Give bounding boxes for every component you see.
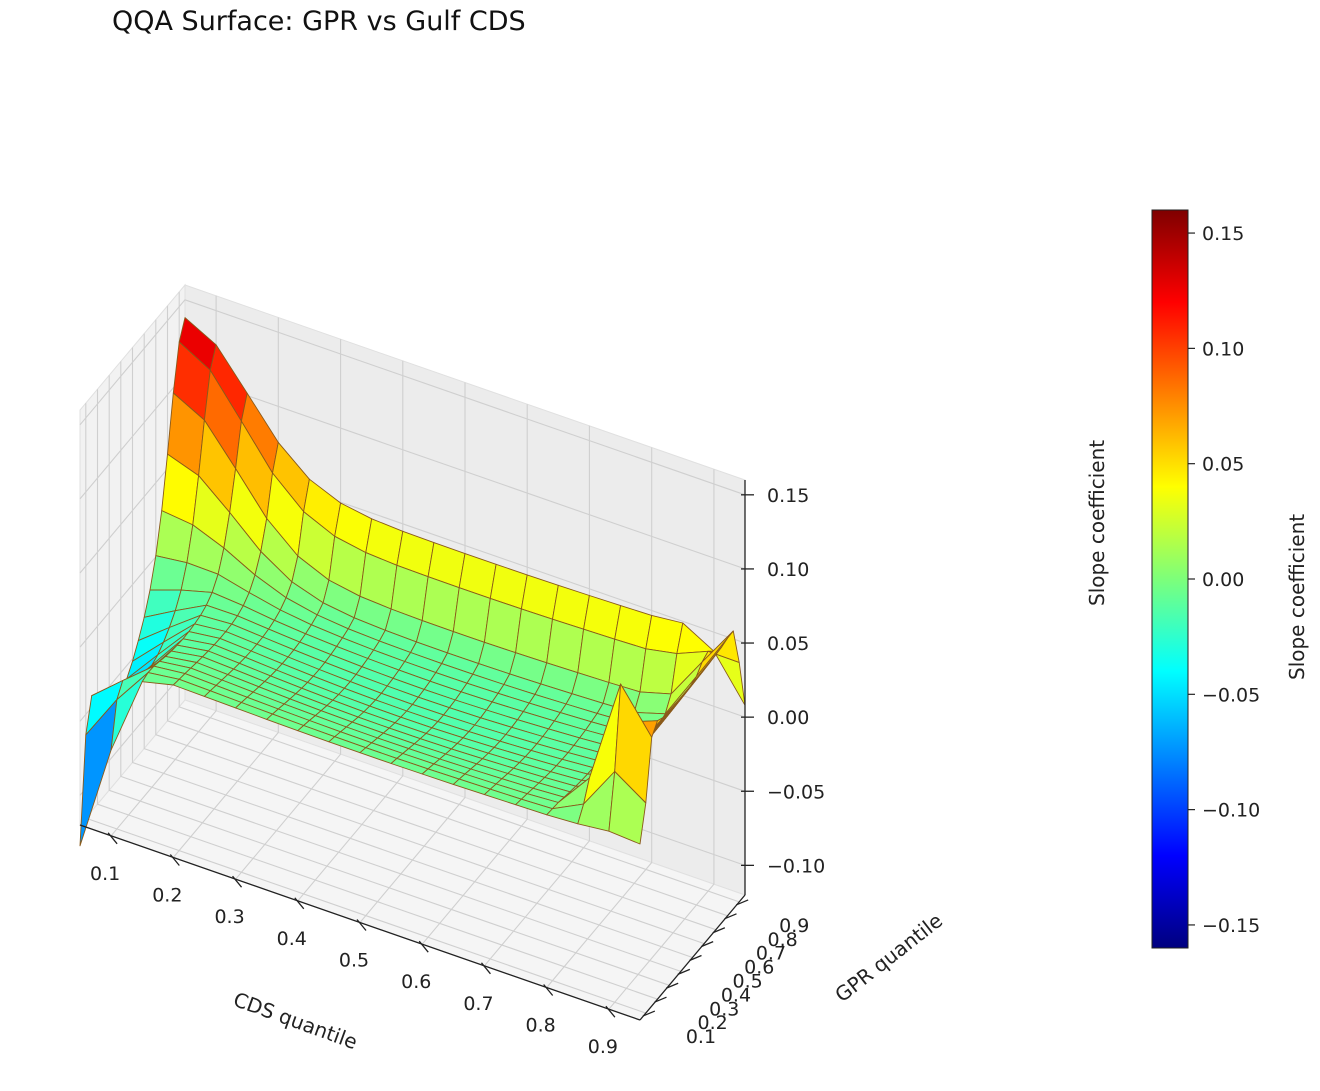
y-tick-mark — [665, 982, 679, 989]
x-tick-label: 0.4 — [277, 928, 307, 950]
x-tick-mark — [605, 1005, 616, 1018]
y-tick-mark — [735, 899, 749, 906]
grid-line-y — [96, 389, 658, 1000]
grid-line-x — [235, 339, 342, 880]
grid-line-y — [155, 319, 716, 931]
colorbar-tick-label: 0.15 — [1202, 223, 1244, 245]
axis-lines: 0.10.20.30.40.50.60.70.80.9 0.10.20.30.40… — [79, 480, 825, 1058]
surface-patch — [639, 648, 678, 695]
grid-line-y — [108, 375, 670, 986]
x-tick-label: 0.9 — [588, 1036, 618, 1058]
colorbar-ticks: 0.15 0.10 0.05 0.00 −0.05 −0.10 −0.15 — [1188, 223, 1260, 937]
z-tick-label: 0.00 — [767, 707, 809, 729]
y-tick-label: 0.8 — [768, 929, 798, 951]
x-tick-mark — [418, 940, 429, 953]
grid-line-x — [421, 404, 528, 945]
z-tick-label: 0.05 — [767, 633, 809, 655]
y-tick-label: 0.3 — [709, 998, 739, 1020]
x-tick-mark — [169, 854, 180, 866]
grid-line-x — [608, 469, 715, 1010]
x-tick-mark — [356, 919, 367, 931]
surface-patch — [608, 771, 647, 845]
y-axis-label: GPR quantile — [830, 908, 947, 1007]
grid-line-x — [359, 382, 466, 923]
x-tick-label: 0.5 — [339, 950, 369, 972]
grid-line-z — [79, 299, 746, 496]
colorbar-tick-label: −0.10 — [1202, 800, 1260, 822]
z-tick-label: 0.15 — [767, 485, 809, 507]
x-tick-label: 0.6 — [401, 971, 431, 993]
grid-line-x — [483, 425, 590, 967]
colorbar-tick-label: 0.10 — [1202, 338, 1244, 360]
x-tick-mark — [294, 897, 305, 910]
colorbar-tick-label: −0.05 — [1202, 684, 1260, 706]
y-tick-mark — [700, 941, 714, 948]
y-axis-line — [639, 894, 746, 1021]
surface-patch — [633, 691, 672, 715]
chart-title: QQA Surface: GPR vs Gulf CDS — [112, 6, 526, 37]
y-tick-label: 0.6 — [744, 957, 774, 979]
x-tick-label: 0.2 — [152, 885, 182, 907]
y-tick-mark — [654, 996, 667, 1003]
y-tick-label: 0.5 — [733, 971, 763, 993]
grid-line-y — [120, 361, 681, 972]
x-tick-label: 0.3 — [214, 906, 244, 928]
y-tick-mark — [712, 927, 726, 934]
grid-line-x — [297, 360, 404, 902]
y-tick-label: 0.9 — [779, 915, 809, 937]
z-axis-label: Slope coefficient — [1085, 440, 1109, 606]
surface-plot — [79, 317, 746, 847]
grid-line-y — [143, 333, 705, 945]
x-tick-mark — [480, 962, 491, 975]
y-tick-mark — [724, 913, 737, 920]
colorbar — [1151, 209, 1189, 949]
colorbar-tick-label: 0.00 — [1202, 569, 1244, 591]
y-tick-label: 0.2 — [698, 1012, 728, 1034]
x-tick-label: 0.1 — [90, 863, 120, 885]
y-tick-mark — [677, 968, 691, 975]
x-tick-label: 0.8 — [526, 1015, 556, 1037]
z-tick-label: −0.10 — [767, 855, 825, 877]
grid-line-y — [166, 305, 728, 917]
colorbar-tick-label: 0.05 — [1202, 454, 1244, 476]
x-tick-label: 0.7 — [463, 993, 493, 1015]
y-tick-mark — [689, 954, 702, 962]
z-tick-label: −0.05 — [767, 781, 825, 803]
x-tick-mark — [232, 875, 243, 888]
grid-line-x — [546, 447, 653, 988]
z-tick-label: 0.10 — [767, 559, 809, 581]
x-tick-mark — [107, 832, 118, 845]
colorbar-tick-label: −0.15 — [1202, 915, 1260, 937]
x-axis-label: CDS quantile — [230, 987, 360, 1054]
y-tick-mark — [642, 1010, 656, 1017]
x-tick-mark — [543, 984, 554, 996]
y-tick-label: 0.1 — [686, 1026, 716, 1048]
colorbar-label: Slope coefficient — [1285, 514, 1309, 680]
y-tick-label: 0.4 — [721, 984, 751, 1006]
y-tick-label: 0.7 — [756, 943, 786, 965]
grid-line-y — [131, 347, 693, 959]
